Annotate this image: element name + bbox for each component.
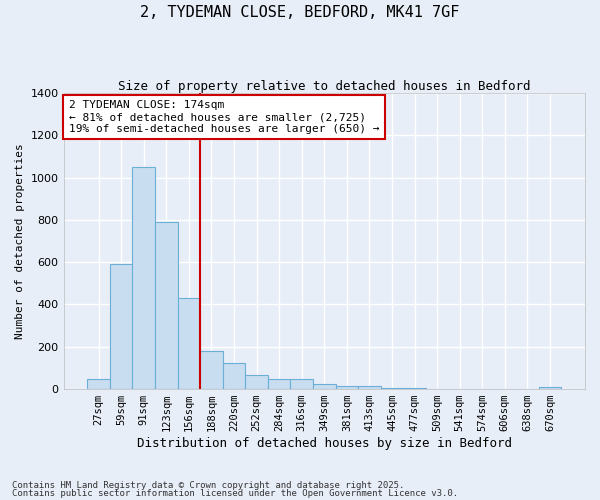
Bar [133,167,155,389]
Bar [200,351,223,389]
Bar [335,386,358,389]
Bar [223,362,245,389]
Text: Contains public sector information licensed under the Open Government Licence v3: Contains public sector information licen… [12,489,458,498]
Bar [290,378,313,389]
Y-axis label: Number of detached properties: Number of detached properties [15,143,25,339]
Bar [87,378,110,389]
Bar [178,298,200,389]
Bar [403,388,426,389]
Text: 2 TYDEMAN CLOSE: 174sqm
← 81% of detached houses are smaller (2,725)
19% of semi: 2 TYDEMAN CLOSE: 174sqm ← 81% of detache… [69,100,379,134]
Bar [110,264,133,389]
Title: Size of property relative to detached houses in Bedford: Size of property relative to detached ho… [118,80,530,93]
X-axis label: Distribution of detached houses by size in Bedford: Distribution of detached houses by size … [137,437,512,450]
Bar [268,378,290,389]
Bar [358,386,381,389]
Bar [381,388,403,389]
Text: 2, TYDEMAN CLOSE, BEDFORD, MK41 7GF: 2, TYDEMAN CLOSE, BEDFORD, MK41 7GF [140,5,460,20]
Bar [539,387,561,389]
Bar [155,222,178,389]
Bar [313,384,335,389]
Bar [245,376,268,389]
Text: Contains HM Land Registry data © Crown copyright and database right 2025.: Contains HM Land Registry data © Crown c… [12,480,404,490]
